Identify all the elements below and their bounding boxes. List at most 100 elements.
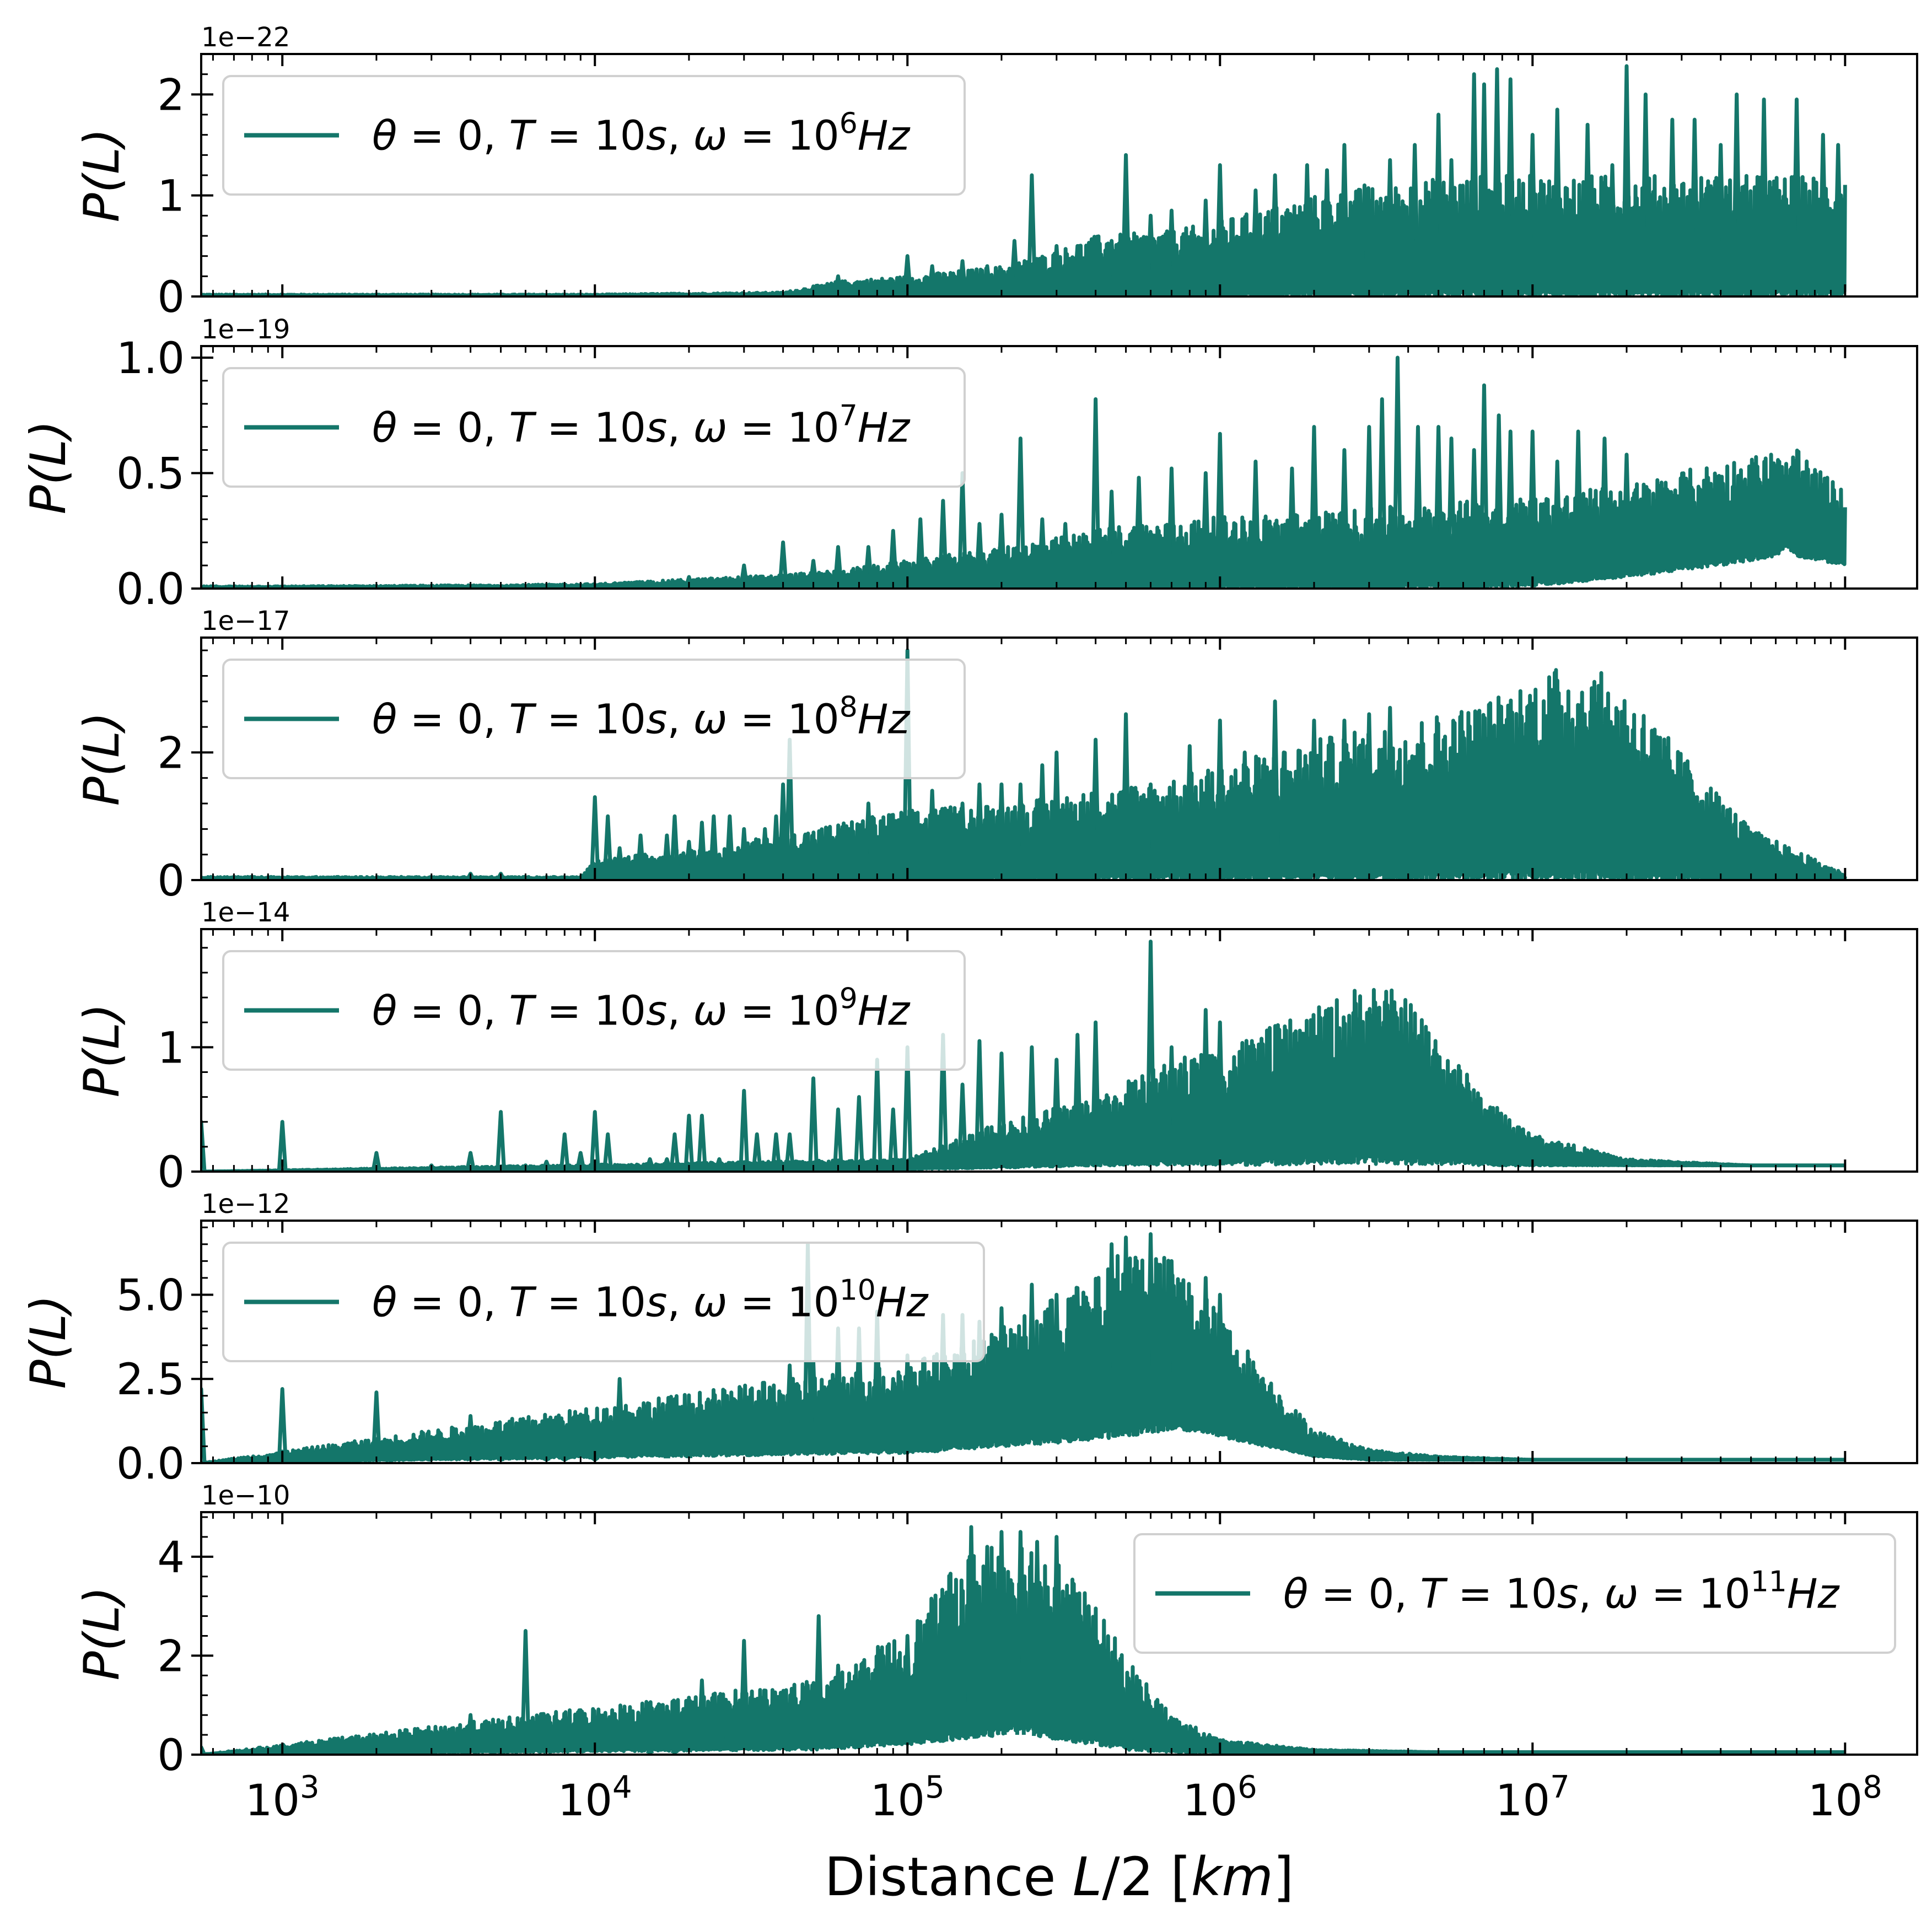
data-point [669,814,680,880]
y-tick-label: 0.0 [116,1439,185,1489]
data-point [808,559,819,589]
data-point [1392,355,1403,589]
data-point [201,1745,207,1755]
data-point [1026,1282,1037,1445]
data-point [966,1525,977,1739]
data-point [1214,719,1225,880]
x-tick-label: 105 [870,1770,945,1826]
data-point [669,1132,680,1170]
data-point [974,782,985,880]
legend-box [222,75,966,196]
data-point [739,1088,750,1170]
data-point [1269,699,1280,880]
axes-frame [200,1511,1918,1756]
data-point [541,1159,552,1172]
data-point [1090,397,1101,589]
data-point [1090,737,1101,880]
series-line [201,1254,1847,1463]
data-point [996,1051,1007,1168]
legend: θ = 0, T = 10s, ω = 1011Hz [1133,1533,1896,1654]
data-point [1446,436,1457,589]
data-point [625,1163,636,1172]
data-point [902,648,913,880]
data-point [957,801,968,880]
data-point [661,1728,672,1751]
legend: θ = 0, T = 10s, ω = 107Hz [222,367,966,488]
y-axis-label: P(L) [73,1004,130,1098]
data-point [1715,143,1726,296]
data-point [426,1448,437,1461]
data-point [832,1107,843,1170]
data-point [739,827,750,880]
plot-area [201,1525,1847,1755]
offset-label: 1e−14 [201,897,290,928]
data-point [1090,1020,1101,1166]
data-point [833,274,843,296]
data-point [1051,1535,1062,1740]
y-tick-label: 0 [157,1148,185,1197]
x-tick-label: 107 [1495,1770,1570,1826]
data-point [1385,158,1396,296]
data-point [887,528,898,589]
data-point [751,1132,762,1170]
data-point [1083,1604,1094,1744]
legend-label: θ = 0, T = 10s, ω = 109Hz [372,983,911,1035]
data-point [938,1594,949,1742]
subplot-1: 0 1 2 1e−22 P(L) θ = 0, T = 10s, ω = 106Hz [73,22,1918,322]
axes-frame [200,928,1918,1173]
data-point [1166,1259,1177,1429]
data-point [1409,143,1420,296]
y-tick-label: 1 [157,172,185,222]
data-point [625,1448,636,1458]
data-point [1433,112,1444,296]
data-point [201,1120,207,1172]
data-point [520,1448,531,1459]
y-tick-label: 0.5 [116,449,185,499]
data-point [1468,72,1479,296]
data-point [625,865,636,880]
data-point [1527,429,1538,586]
legend-label: θ = 0, T = 10s, ω = 108Hz [372,691,911,743]
data-point [1072,1033,1083,1166]
subplot-4: 0 1 1e−14 P(L) θ = 0, T = 10s, ω = 109Hz [73,897,1918,1197]
data-point [853,1095,864,1169]
data-point [887,1377,898,1454]
data-point [684,1113,695,1170]
data-point [1433,425,1444,589]
data-point [1214,431,1225,589]
data-point [1505,77,1516,296]
data-point [1026,1045,1037,1167]
data-point [784,1703,795,1750]
subplot-5: 0.0 2.5 5.0 1e−12 P(L) θ = 0, T = 10s, ω = 10… [20,1189,1918,1489]
y-tick-label: 0 [157,273,185,322]
data-point [614,846,625,880]
data-point [1309,719,1320,880]
data-point [1552,460,1563,584]
data-point [684,575,695,589]
data-point [1200,1276,1211,1433]
data-point [496,1110,507,1171]
data-point [696,1678,707,1751]
data-point [1015,782,1026,880]
data-point [684,840,695,880]
data-point [1689,117,1700,296]
x-tick-label: 106 [1183,1770,1257,1826]
data-point [426,1730,437,1754]
legend-label: θ = 0, T = 10s, ω = 106Hz [372,107,911,160]
data-point [1493,413,1504,587]
data-point [887,1107,898,1169]
axes-frame [200,345,1918,590]
data-point [589,1110,600,1170]
data-point [887,827,898,880]
data-point [1106,1242,1117,1438]
data-point [974,522,985,589]
data-point [927,789,938,880]
data-point [575,1441,586,1458]
data-point [644,1157,655,1171]
y-tick-label: 1 [157,1023,185,1073]
data-point [751,1444,762,1456]
data-point [520,1629,531,1752]
data-point [1145,782,1156,880]
legend: θ = 0, T = 10s, ω = 1010Hz [222,1242,985,1362]
